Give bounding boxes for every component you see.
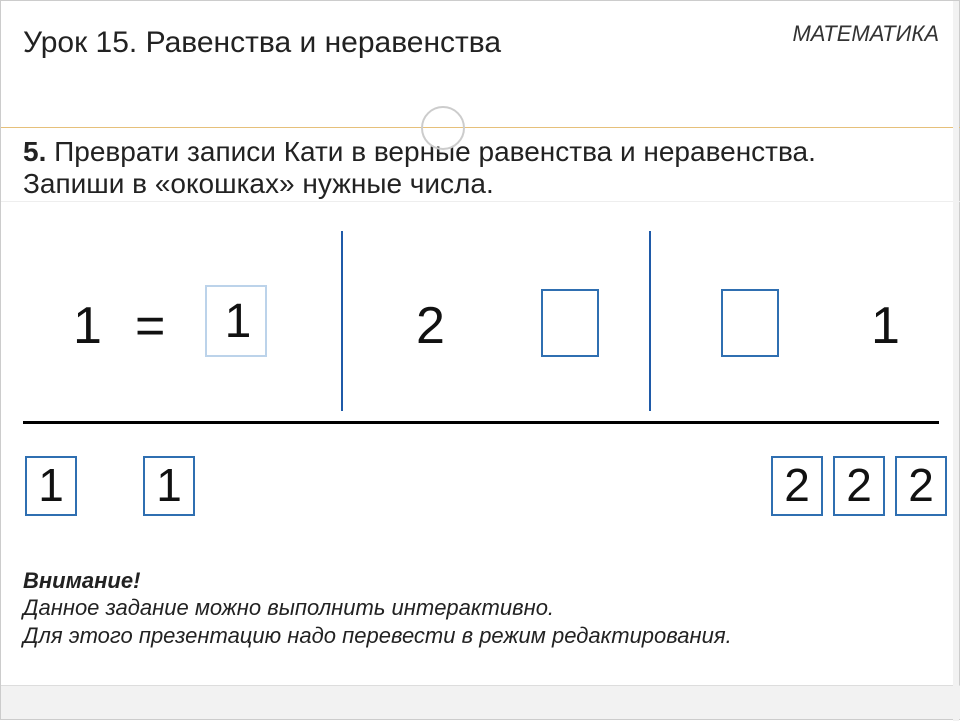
divider-top <box>1 127 960 128</box>
task-line2: Запиши в «окошках» нужные числа. <box>23 168 494 199</box>
task-text: 5. Преврати записи Кати в верные равенст… <box>23 136 939 200</box>
divider-under-task <box>1 201 960 202</box>
cell1-operator: = <box>135 296 165 356</box>
cell2-answer-box[interactable] <box>541 289 599 357</box>
footer-heading: Внимание! <box>23 568 140 593</box>
lesson-title: Урок 15. Равенства и неравенства <box>23 26 501 60</box>
divider-thick <box>23 421 939 424</box>
equations-row: 1 = 1 2 1 <box>1 231 960 421</box>
cell3-right-num: 1 <box>871 296 900 356</box>
slide: Урок 15. Равенства и неравенства МАТЕМАТ… <box>0 0 960 720</box>
cell3-answer-box[interactable] <box>721 289 779 357</box>
bottom-bar <box>1 685 960 719</box>
number-tile[interactable]: 2 <box>833 456 885 516</box>
footer-note: Внимание! Данное задание можно выполнить… <box>23 567 903 650</box>
vertical-divider-2 <box>649 231 651 411</box>
subject-label: МАТЕМАТИКА <box>792 21 939 47</box>
right-bar <box>953 1 959 721</box>
cell1-left-num: 1 <box>73 296 102 356</box>
task-number: 5. <box>23 136 46 167</box>
vertical-divider-1 <box>341 231 343 411</box>
header: Урок 15. Равенства и неравенства МАТЕМАТ… <box>1 1 960 129</box>
cursor-indicator-icon <box>421 106 465 150</box>
tiles-row: 1 1 2 2 2 <box>1 456 960 526</box>
footer-line2: Для этого презентацию надо перевести в р… <box>23 623 732 648</box>
cell2-left-num: 2 <box>416 296 445 356</box>
number-tile[interactable]: 2 <box>895 456 947 516</box>
number-tile[interactable]: 1 <box>25 456 77 516</box>
cell1-answer-box[interactable]: 1 <box>209 289 267 357</box>
footer-line1: Данное задание можно выполнить интеракти… <box>23 595 554 620</box>
number-tile[interactable]: 2 <box>771 456 823 516</box>
number-tile[interactable]: 1 <box>143 456 195 516</box>
